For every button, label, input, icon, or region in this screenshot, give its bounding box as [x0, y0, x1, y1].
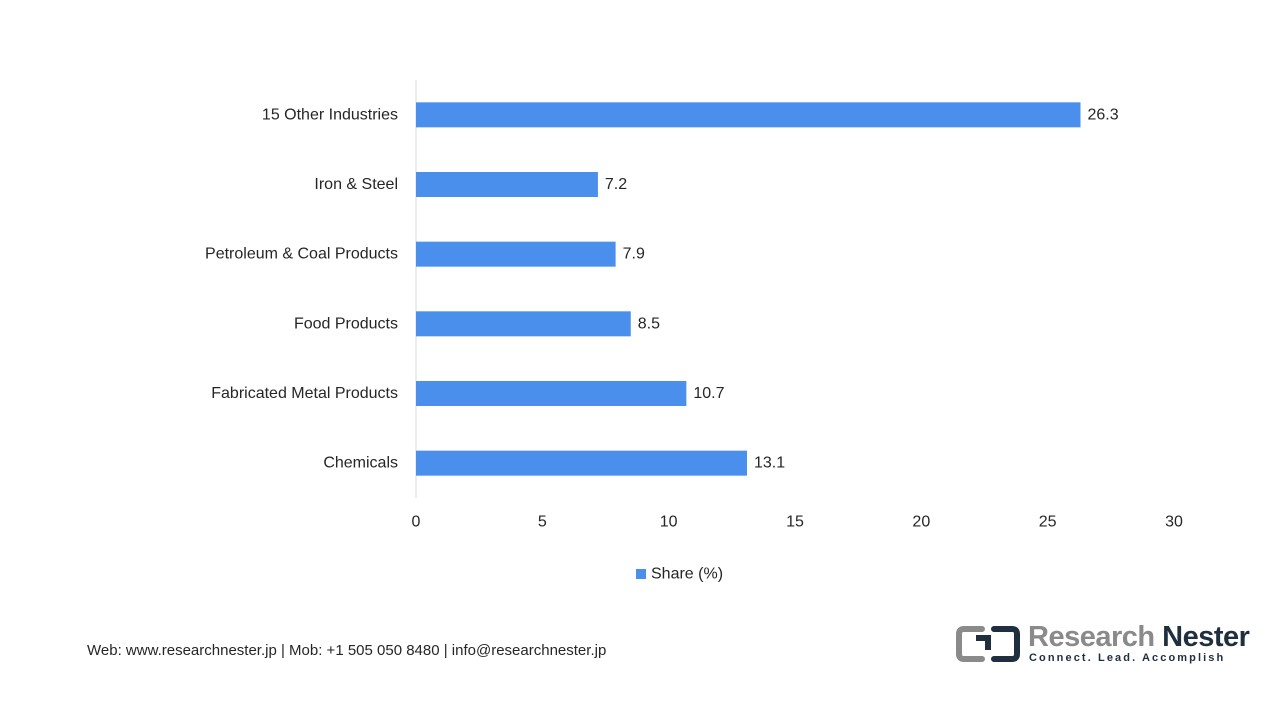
- logo-name-part1: Research: [1028, 621, 1155, 653]
- footer-contact: Web: www.researchnester.jp | Mob: +1 505…: [87, 642, 607, 659]
- category-labels: 15 Other Industries Iron & Steel Petroleum…: [205, 106, 398, 471]
- category-label: 15 Other Industries: [262, 106, 398, 123]
- x-tick-label: 5: [538, 514, 547, 531]
- data-label: 7.9: [623, 246, 645, 263]
- data-labels: 26.3 7.2 7.9 8.5 10.7 13.1: [605, 106, 1119, 471]
- research-nester-logo: Research Nester Connect. Lead. Accomplis…: [956, 621, 1250, 668]
- x-tick-label: 30: [1165, 514, 1183, 531]
- category-label: Chemicals: [323, 455, 398, 472]
- data-label: 26.3: [1088, 106, 1119, 123]
- legend-swatch: [636, 569, 646, 579]
- bar-0: [416, 102, 1081, 128]
- x-axis-ticks: 0 5 10 15 20 25 30: [412, 514, 1183, 531]
- x-tick-label: 0: [412, 514, 421, 531]
- data-label: 7.2: [605, 176, 627, 193]
- category-label: Food Products: [294, 315, 398, 332]
- logo-tagline: Connect. Lead. Accomplish: [1029, 652, 1226, 664]
- x-tick-label: 10: [660, 514, 678, 531]
- data-label: 10.7: [693, 385, 724, 402]
- data-label: 8.5: [638, 315, 660, 332]
- x-tick-label: 25: [1039, 514, 1057, 531]
- legend: Share (%): [636, 566, 723, 583]
- bar-3: [416, 311, 631, 337]
- category-label: Fabricated Metal Products: [211, 385, 398, 402]
- bar-1: [416, 172, 598, 197]
- legend-label: Share (%): [651, 566, 723, 583]
- x-tick-label: 20: [912, 514, 930, 531]
- data-label: 13.1: [754, 455, 785, 472]
- bar-chart: 15 Other Industries Iron & Steel Petroleum…: [205, 80, 1183, 583]
- x-tick-label: 15: [786, 514, 804, 531]
- logo-mark-icon: [956, 626, 1020, 662]
- bar-4: [416, 381, 687, 406]
- bar-5: [416, 450, 747, 476]
- category-label: Iron & Steel: [314, 176, 398, 193]
- bars: [416, 102, 1081, 476]
- category-label: Petroleum & Coal Products: [205, 246, 398, 263]
- logo-name-part2: Nester: [1162, 621, 1250, 653]
- bar-2: [416, 241, 616, 267]
- logo-name: Research Nester: [1028, 621, 1250, 653]
